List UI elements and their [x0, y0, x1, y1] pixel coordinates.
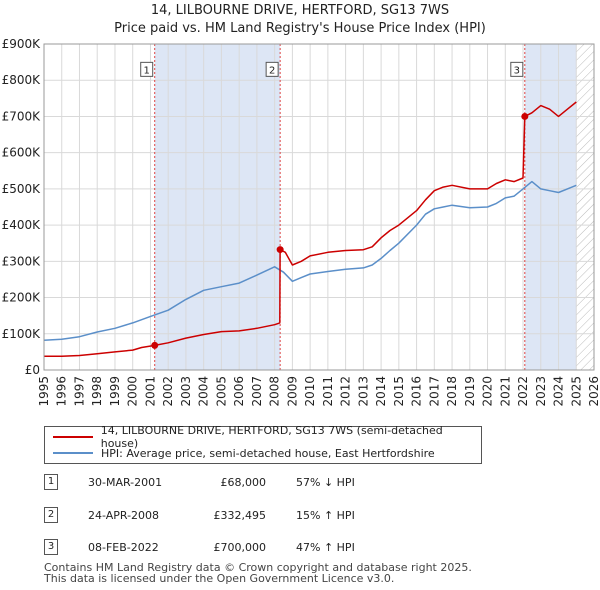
sale-number-label: 1 [144, 65, 150, 76]
x-tick-label: 1995 [37, 376, 51, 407]
x-tick-label: 2020 [481, 376, 495, 407]
legend-swatch-property [53, 436, 93, 438]
y-tick-label: £500K [2, 182, 42, 196]
x-tick-label: 2010 [303, 376, 317, 407]
price-chart: 1 2 3 £0 £100K £200K £300K £400K £500K £600K £700… [2, 37, 600, 407]
property-price-line [44, 101, 577, 357]
transaction-date: 30-MAR-2001 [88, 475, 163, 489]
hpi-line [43, 180, 577, 342]
x-tick-label: 2000 [126, 376, 140, 407]
transaction-hpi: 47% ↑ HPI [296, 540, 355, 554]
x-tick-label: 2005 [214, 376, 228, 407]
shaded-period [154, 44, 281, 370]
x-tick-label: 1996 [55, 376, 69, 407]
x-tick-label: 2025 [569, 376, 583, 407]
sale-point [151, 341, 159, 349]
x-tick-label: 1998 [90, 376, 104, 407]
legend-item-property: 14, LILBOURNE DRIVE, HERTFORD, SG13 7WS … [53, 424, 481, 450]
sale-number-box [140, 61, 154, 77]
x-tick-label: 2013 [356, 376, 370, 407]
sale-point [521, 112, 529, 120]
sale-number-label: 3 [514, 65, 520, 76]
transaction-number: 3 [44, 539, 58, 555]
x-tick-label: 2026 [587, 376, 600, 407]
x-tick-label: 1999 [108, 376, 122, 407]
shaded-period [524, 44, 577, 370]
x-tick-label: 2004 [197, 376, 211, 407]
chart-subtitle: Price paid vs. HM Land Registry's House … [114, 21, 486, 36]
chart-title: 14, LILBOURNE DRIVE, HERTFORD, SG13 7WS [150, 3, 450, 18]
x-tick-label: 2016 [410, 376, 424, 407]
x-tick-label: 2001 [143, 376, 157, 407]
x-tick-label: 2022 [516, 376, 530, 407]
transaction-hpi: 57% ↓ HPI [296, 475, 355, 489]
x-tick-label: 2015 [392, 376, 406, 407]
x-tick-label: 2007 [250, 376, 264, 407]
y-tick-label: £600K [2, 146, 42, 160]
x-tick-label: 2009 [285, 376, 299, 407]
y-tick-label: £400K [2, 218, 42, 232]
x-tick-label: 2006 [232, 376, 246, 407]
x-tick-label: 2024 [552, 376, 566, 407]
transaction-number: 1 [44, 474, 58, 490]
x-tick-label: 2023 [534, 376, 548, 407]
legend: 14, LILBOURNE DRIVE, HERTFORD, SG13 7WS … [44, 424, 482, 464]
transaction-price: £68,000 [220, 475, 267, 489]
transaction-hpi: 15% ↑ HPI [296, 508, 355, 522]
transaction-row: 1 30-MAR-2001 £68,000 57% ↓ HPI [44, 473, 355, 491]
x-tick-label: 2002 [161, 376, 175, 407]
x-tick-label: 2021 [498, 376, 512, 407]
legend-swatch-hpi [53, 452, 93, 454]
x-tick-label: 2018 [445, 376, 459, 407]
y-tick-label: £800K [2, 73, 42, 87]
x-tick-label: 2008 [268, 376, 282, 407]
transaction-date: 24-APR-2008 [88, 508, 160, 522]
x-tick-label: 1997 [72, 376, 86, 407]
transaction-number: 2 [44, 507, 58, 523]
sale-number-box [265, 61, 279, 77]
transaction-price: £700,000 [213, 540, 267, 554]
footer-copyright: Contains HM Land Registry data © Crown c… [44, 561, 472, 574]
x-tick-label: 2003 [179, 376, 193, 407]
x-tick-label: 2017 [427, 376, 441, 407]
x-tick-label: 2012 [339, 376, 353, 407]
transaction-row: 2 24-APR-2008 £332,495 15% ↑ HPI [44, 506, 355, 524]
sale-number-label: 2 [269, 65, 275, 76]
y-tick-label: £300K [2, 254, 42, 268]
legend-item-hpi: HPI: Average price, semi-detached house,… [53, 445, 435, 461]
transaction-price: £332,495 [213, 508, 267, 522]
transaction-date: 08-FEB-2022 [88, 540, 159, 554]
legend-label-hpi: HPI: Average price, semi-detached house,… [101, 446, 435, 460]
sale-number-box [510, 61, 524, 77]
y-tick-label: £200K [2, 291, 42, 305]
sale-point [276, 246, 284, 254]
footer-license: This data is licensed under the Open Gov… [44, 572, 395, 585]
transaction-row: 3 08-FEB-2022 £700,000 47% ↑ HPI [44, 538, 355, 556]
y-tick-label: £0 [25, 363, 40, 377]
x-tick-label: 2011 [321, 376, 335, 407]
y-tick-label: £100K [2, 327, 42, 341]
y-tick-label: £700K [2, 109, 42, 123]
legend-label-property: 14, LILBOURNE DRIVE, HERTFORD, SG13 7WS … [100, 424, 443, 450]
plot-frame [43, 43, 595, 371]
x-tick-label: 2019 [463, 376, 477, 407]
forecast-hatch [576, 44, 594, 370]
y-tick-label: £900K [2, 37, 42, 51]
x-tick-label: 2014 [374, 376, 388, 407]
